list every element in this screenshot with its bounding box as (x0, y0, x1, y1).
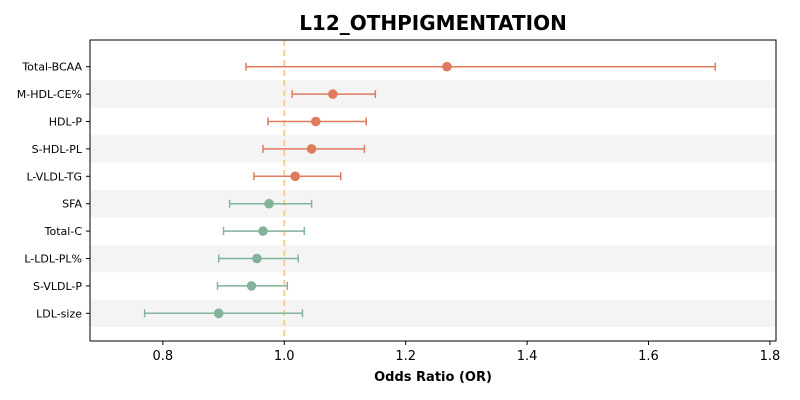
or-point (442, 61, 452, 72)
x-tick-label: 1.8 (760, 349, 781, 364)
y-tick-label: S-VLDL-P (33, 280, 82, 293)
plot-frame (89, 39, 777, 342)
row-band (90, 190, 776, 218)
y-tick-label: Total-BCAA (21, 61, 82, 74)
row-band (90, 80, 776, 108)
or-point (213, 308, 224, 319)
x-tick-label: 1.6 (638, 349, 659, 364)
x-axis-label: Odds Ratio (OR) (374, 370, 492, 385)
y-tick-label: S-HDL-PL (32, 143, 83, 156)
or-point (306, 144, 317, 154)
or-point (252, 253, 262, 264)
y-tick-label: M-HDL-CE% (17, 88, 82, 101)
x-tick-label: 1.4 (517, 349, 538, 364)
y-tick-label: SFA (62, 198, 82, 211)
y-tick-label: LDL-size (36, 307, 82, 320)
or-point (328, 89, 338, 99)
y-tick-label: HDL-P (49, 116, 83, 129)
data-marks (143, 61, 717, 319)
x-axis: 0.8 1.0 1.2 1.4 1.6 1.8 (153, 341, 781, 364)
or-point (258, 226, 268, 236)
row-band (90, 135, 776, 163)
or-point (311, 116, 321, 127)
y-axis: Total-BCAA M-HDL-CE% HDL-P S-HDL-PL L-VLDL-T… (17, 61, 90, 320)
y-tick-label: L-LDL-PL% (24, 253, 82, 266)
x-tick-label: 1.2 (395, 349, 416, 364)
y-tick-label: L-VLDL-TG (26, 170, 82, 183)
or-point (264, 198, 274, 209)
or-point (246, 281, 257, 291)
x-tick-label: 1.0 (274, 349, 295, 364)
row-band (90, 244, 776, 273)
x-tick-label: 0.8 (153, 349, 174, 364)
y-tick-label: Total-C (44, 225, 83, 238)
row-bands (90, 80, 776, 327)
chart-title: L12_OTHPIGMENTATION (299, 11, 567, 35)
or-point (290, 171, 300, 182)
